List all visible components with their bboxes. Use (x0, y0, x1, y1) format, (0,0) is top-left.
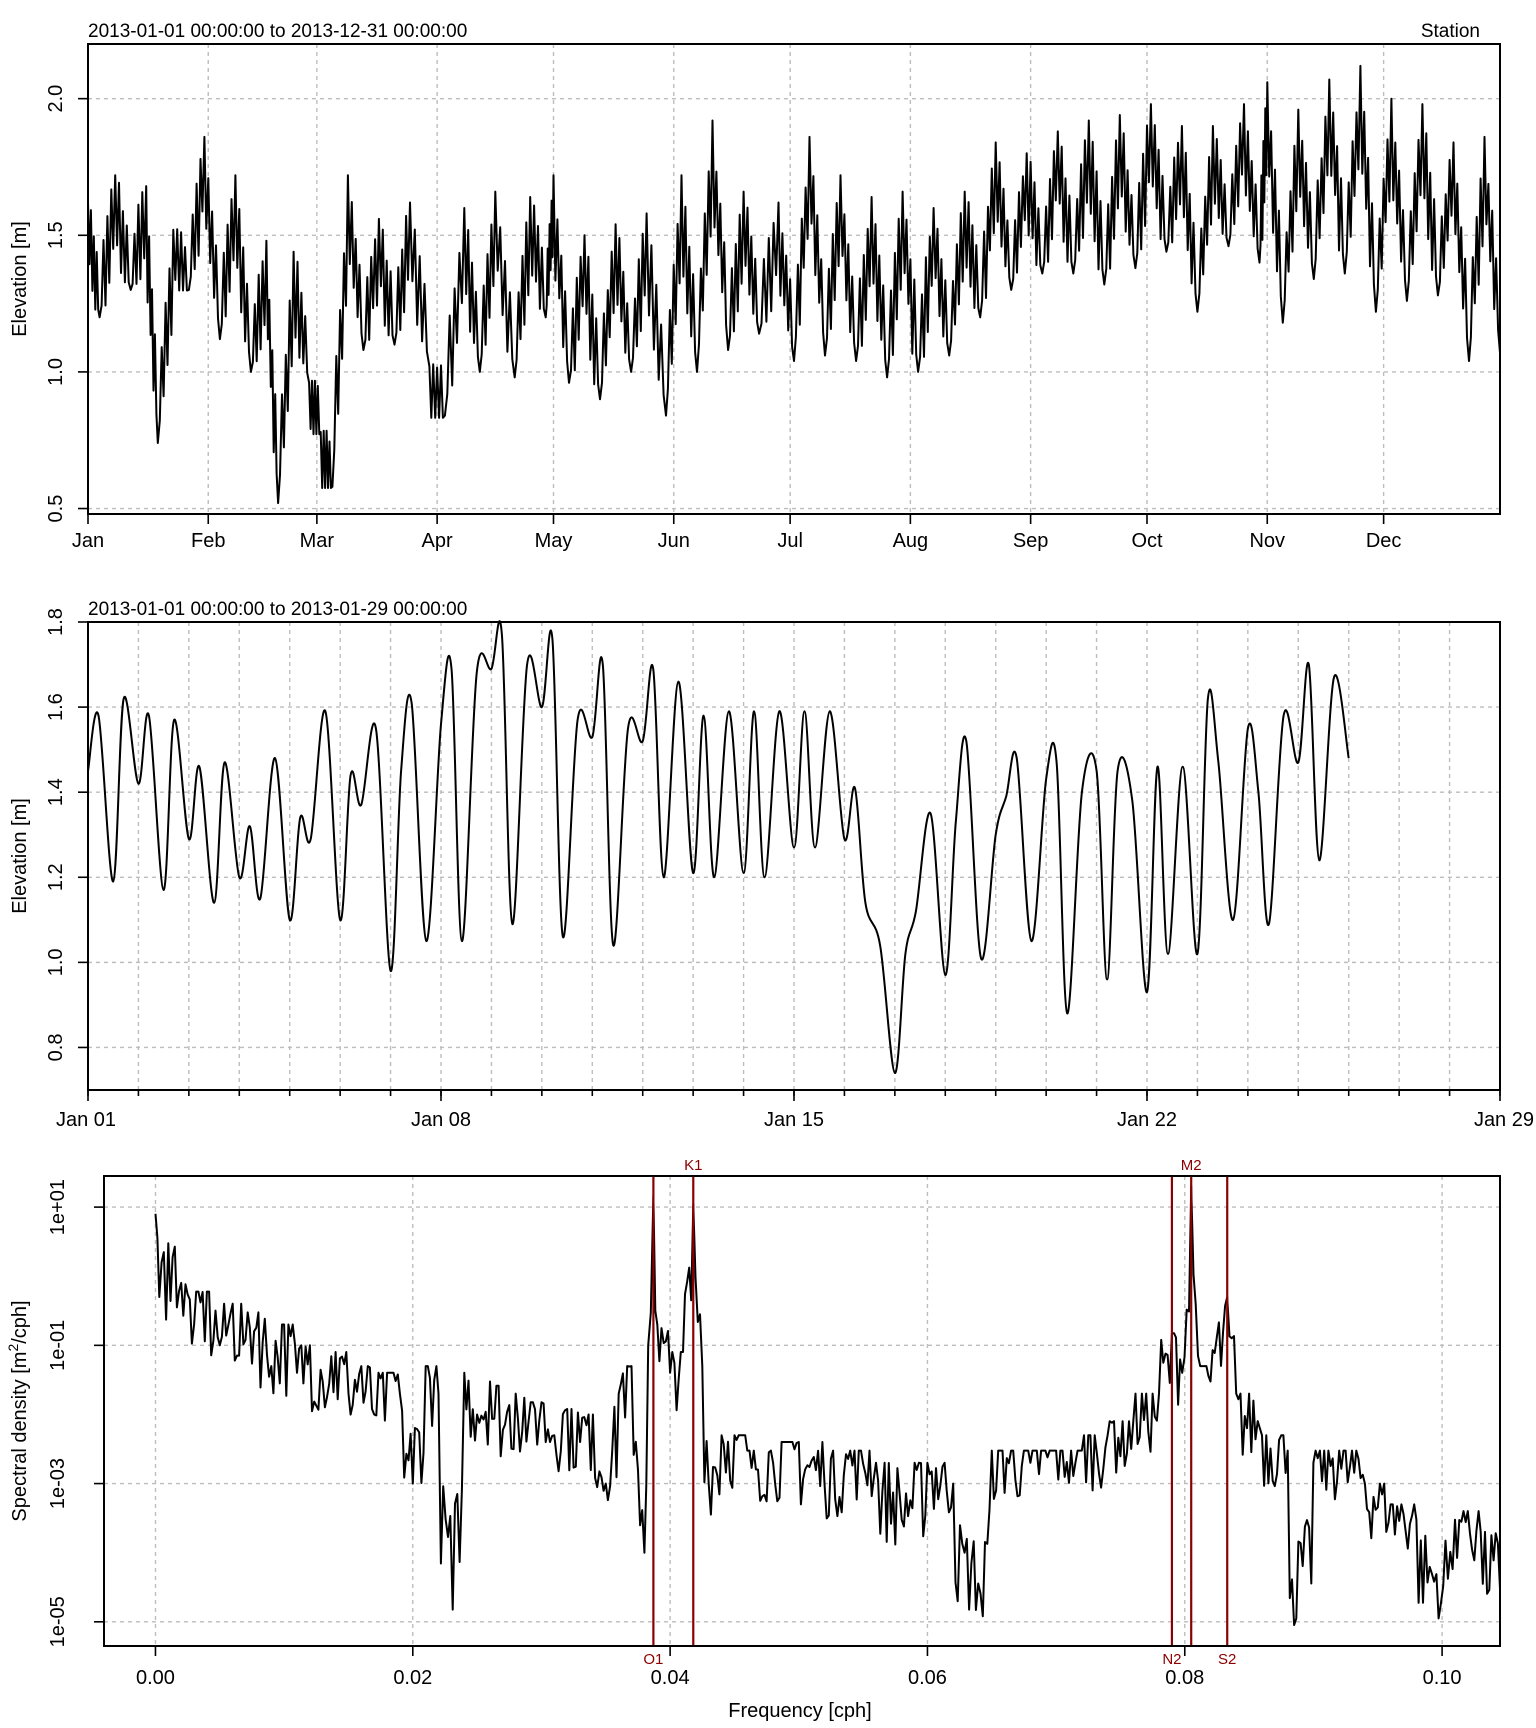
panel3-y-tick-label: 1e-03 (47, 1458, 69, 1509)
panel-annual: 2013-01-01 00:00:00 to 2013-12-31 00:00:… (9, 21, 1501, 552)
panel-january: 2013-01-01 00:00:00 to 2013-01-29 00:00:… (9, 599, 1534, 1131)
panel2-x-axis: Jan 01 Jan 08 Jan 15 Jan 22 Jan 29 (56, 1090, 1534, 1131)
panel3-y-axis-label-sup: 2 (5, 1344, 21, 1352)
panel1-x-tick-label: Oct (1131, 530, 1163, 552)
panel3-x-axis: 0.00 0.02 0.04 0.06 0.08 0.10 (136, 1646, 1462, 1689)
panel2-y-tick-label: 1.8 (45, 608, 67, 636)
panel3-x-tick-label: 0.08 (1165, 1667, 1204, 1689)
panel1-series-line (87, 64, 1501, 505)
panel3-x-axis-label: Frequency [cph] (728, 1700, 871, 1722)
panel3-y-axis-label-end: /cph] (9, 1300, 31, 1343)
panel1-x-tick-label: Dec (1366, 530, 1402, 552)
panel3-y-tick-label: 1e-05 (47, 1596, 69, 1647)
panel3-constituent-label-m2: M2 (1181, 1157, 1202, 1174)
panel2-y-tick-label: 1.0 (45, 948, 67, 976)
panel3-frame (103, 1175, 1501, 1647)
panel2-y-axis: 0.8 1.0 1.2 1.4 1.6 1.8 (45, 608, 88, 1061)
panel3-y-tick-label: 1e-01 (47, 1320, 69, 1371)
panel2-series-line (87, 620, 1350, 1075)
panel2-y-axis-label: Elevation [m] (9, 798, 31, 914)
panel2-x-tick-label: Jan 01 (56, 1109, 116, 1131)
panel1-x-tick-label: Jun (658, 530, 690, 552)
panel3-constituent-label-k1: K1 (684, 1157, 702, 1174)
panel3-y-axis: 1e-05 1e-03 1e-01 1e+01 (47, 1179, 104, 1647)
panel3-series-line (154, 1185, 1501, 1626)
panel2-y-tick-label: 1.2 (45, 863, 67, 891)
panel3-x-tick-label: 0.04 (651, 1667, 690, 1689)
panel1-x-tick-label: Jan (72, 530, 104, 552)
panel2-x-tick-label: Jan 08 (411, 1109, 471, 1131)
panel1-x-tick-label: Apr (422, 530, 453, 552)
panel3-x-tick-label: 0.10 (1423, 1667, 1462, 1689)
panel1-x-tick-label: Mar (300, 530, 335, 552)
panel1-frame (87, 43, 1501, 515)
panel1-y-tick-label: 0.5 (45, 495, 67, 523)
panel3-constituent-label-s2: S2 (1218, 1651, 1236, 1668)
panel1-station-label: Station (1421, 21, 1480, 42)
panel2-y-tick-label: 1.4 (45, 778, 67, 806)
panel3-x-tick-label: 0.06 (908, 1667, 947, 1689)
panel3-x-tick-label: 0.00 (136, 1667, 175, 1689)
panel1-y-tick-label: 1.0 (45, 358, 67, 386)
panel1-x-tick-label: Jul (777, 530, 803, 552)
panel1-y-tick-label: 2.0 (45, 85, 67, 113)
panel1-y-tick-label: 1.5 (45, 221, 67, 249)
panel3-y-axis-label-main: Spectral density [m (9, 1352, 31, 1522)
panel2-title: 2013-01-01 00:00:00 to 2013-01-29 00:00:… (88, 599, 467, 620)
panel2-grid (87, 621, 1501, 1090)
panel1-x-tick-label: Feb (191, 530, 225, 552)
panel3-x-tick-label: 0.02 (393, 1667, 432, 1689)
panel1-x-tick-label: Nov (1249, 530, 1285, 552)
panel2-x-tick-label: Jan 15 (764, 1109, 824, 1131)
panel2-y-tick-label: 0.8 (45, 1034, 67, 1062)
panel2-x-tick-label: Jan 29 (1474, 1109, 1534, 1131)
panel-spectrum: O1 K1 N2 M2 S2 0.00 0.02 0.04 0.06 0.08 0.10 1e-0… (5, 1157, 1501, 1722)
panel3-y-axis-label: Spectral density [m2/cph] (5, 1300, 31, 1521)
panel1-x-tick-label: Aug (893, 530, 929, 552)
panel1-y-axis: 0.5 1.0 1.5 2.0 (45, 85, 88, 523)
panel1-x-tick-label: Sep (1013, 530, 1049, 552)
panel2-y-tick-label: 1.6 (45, 693, 67, 721)
panel3-constituent-label-o1: O1 (643, 1651, 663, 1668)
panel3-y-tick-label: 1e+01 (47, 1179, 69, 1235)
panel1-x-axis: Jan Feb Mar Apr May Jun Jul Aug Sep Oct Nov Dec (72, 514, 1402, 552)
panel2-x-tick-label: Jan 22 (1117, 1109, 1177, 1131)
panel1-y-axis-label: Elevation [m] (9, 221, 31, 337)
panel1-grid (87, 44, 1500, 514)
panel3-grid (104, 1176, 1500, 1646)
panel3-constituent-label-n2: N2 (1162, 1651, 1181, 1668)
panel1-title: 2013-01-01 00:00:00 to 2013-12-31 00:00:… (88, 21, 467, 42)
panel3-constituent-lines: O1 K1 N2 M2 S2 (643, 1157, 1236, 1668)
panel1-x-tick-label: May (535, 530, 573, 552)
